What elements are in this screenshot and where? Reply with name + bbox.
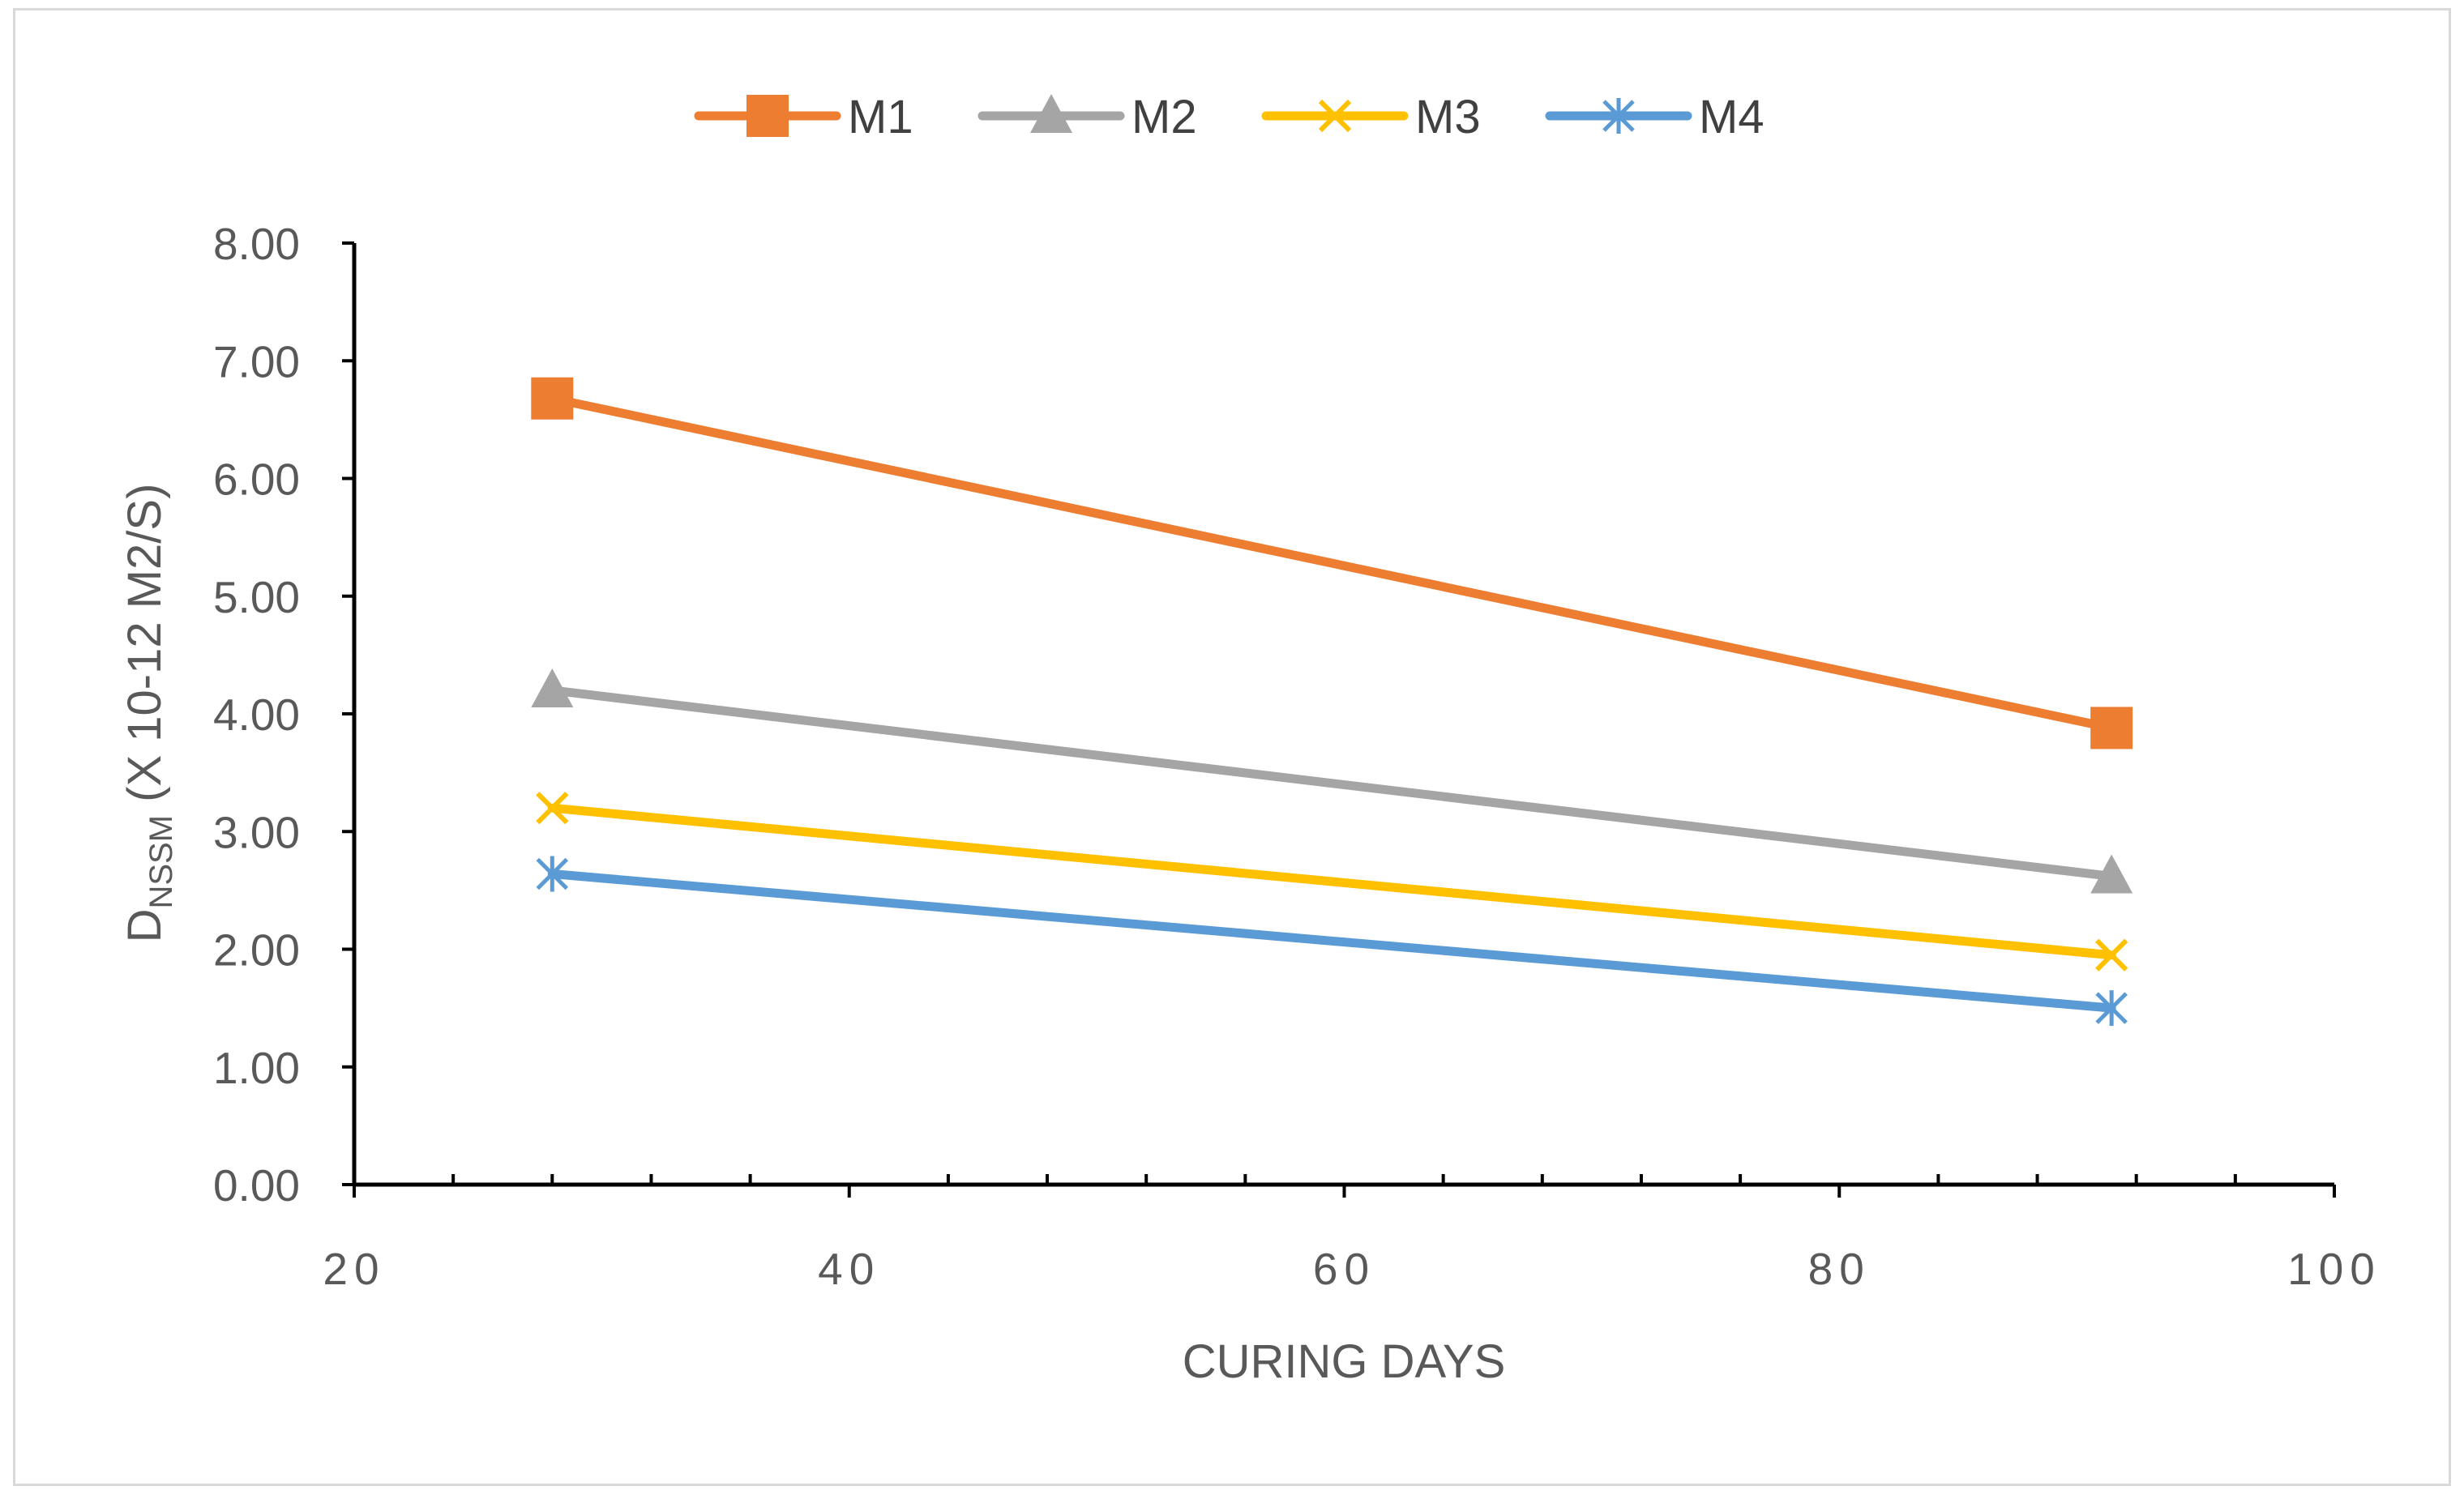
legend-label: M2 [1131,91,1197,143]
data-point-m2 [2090,854,2133,894]
y-tick-label: 7.00 [213,336,300,386]
legend-item-m1: M1 [694,91,913,143]
legend-item-m3: M3 [1261,91,1481,143]
series-line-m4 [547,869,2116,1013]
y-tick-label: 8.00 [213,219,300,269]
data-point-m2 [531,668,574,707]
x-tick-label: 100 [2287,1244,2381,1294]
x-tick-label: 40 [818,1244,880,1294]
legend-marker [1318,99,1352,133]
series-m4 [536,856,2128,1027]
legend: M1 M2 M3 M4 [694,91,1765,143]
series-line-m2 [547,685,2116,881]
series-m1 [531,377,2133,750]
series-line-m1 [547,394,2116,732]
y-tick-label: 6.00 [213,455,300,505]
series-m2 [531,668,2133,894]
x-tick-label: 60 [1313,1244,1375,1294]
y-tick-labels: 0.00 1.00 2.00 3.00 4.00 5.00 6.00 7.00 8.00 [213,219,300,1211]
y-tick-label: 4.00 [213,690,300,740]
data-point-m3 [536,792,569,825]
y-axis-title-subscript: NSSM [143,815,179,909]
legend-marker [746,95,789,137]
y-axis-title-suffix: (X 10-12 M2/S) [118,484,171,815]
legend-label: M3 [1415,91,1481,143]
legend-marker [1602,98,1635,134]
legend-item-m4: M4 [1545,91,1765,143]
data-point-m1 [2090,707,2133,750]
x-axis-title: CURING DAYS [1183,1335,1506,1388]
chart-frame [13,8,2451,1486]
x-tick-labels: 20 40 60 80 100 [323,1244,2381,1294]
x-tick-label: 20 [323,1244,385,1294]
y-tick-label: 3.00 [213,807,300,857]
series-group [531,377,2133,1027]
data-point-m3 [2095,938,2128,972]
legend-item-m2: M2 [977,91,1197,143]
ticks [342,241,2336,1198]
series-line-m3 [547,803,2116,960]
series-m3 [536,792,2128,972]
legend-marker [1030,94,1072,133]
data-point-m4 [2095,990,2128,1027]
y-tick-label: 5.00 [213,572,300,622]
y-tick-label: 2.00 [213,925,300,976]
y-tick-label: 1.00 [213,1043,300,1093]
data-point-m4 [536,856,569,892]
legend-label: M4 [1699,91,1765,143]
x-tick-label: 80 [1808,1244,1871,1294]
legend-label: M1 [848,91,913,143]
y-axis-title: DNSSM (X 10-12 M2/S) [118,484,179,943]
y-axis-title-main: D [118,909,171,943]
y-tick-label: 0.00 [213,1160,300,1211]
data-point-m1 [531,377,574,420]
